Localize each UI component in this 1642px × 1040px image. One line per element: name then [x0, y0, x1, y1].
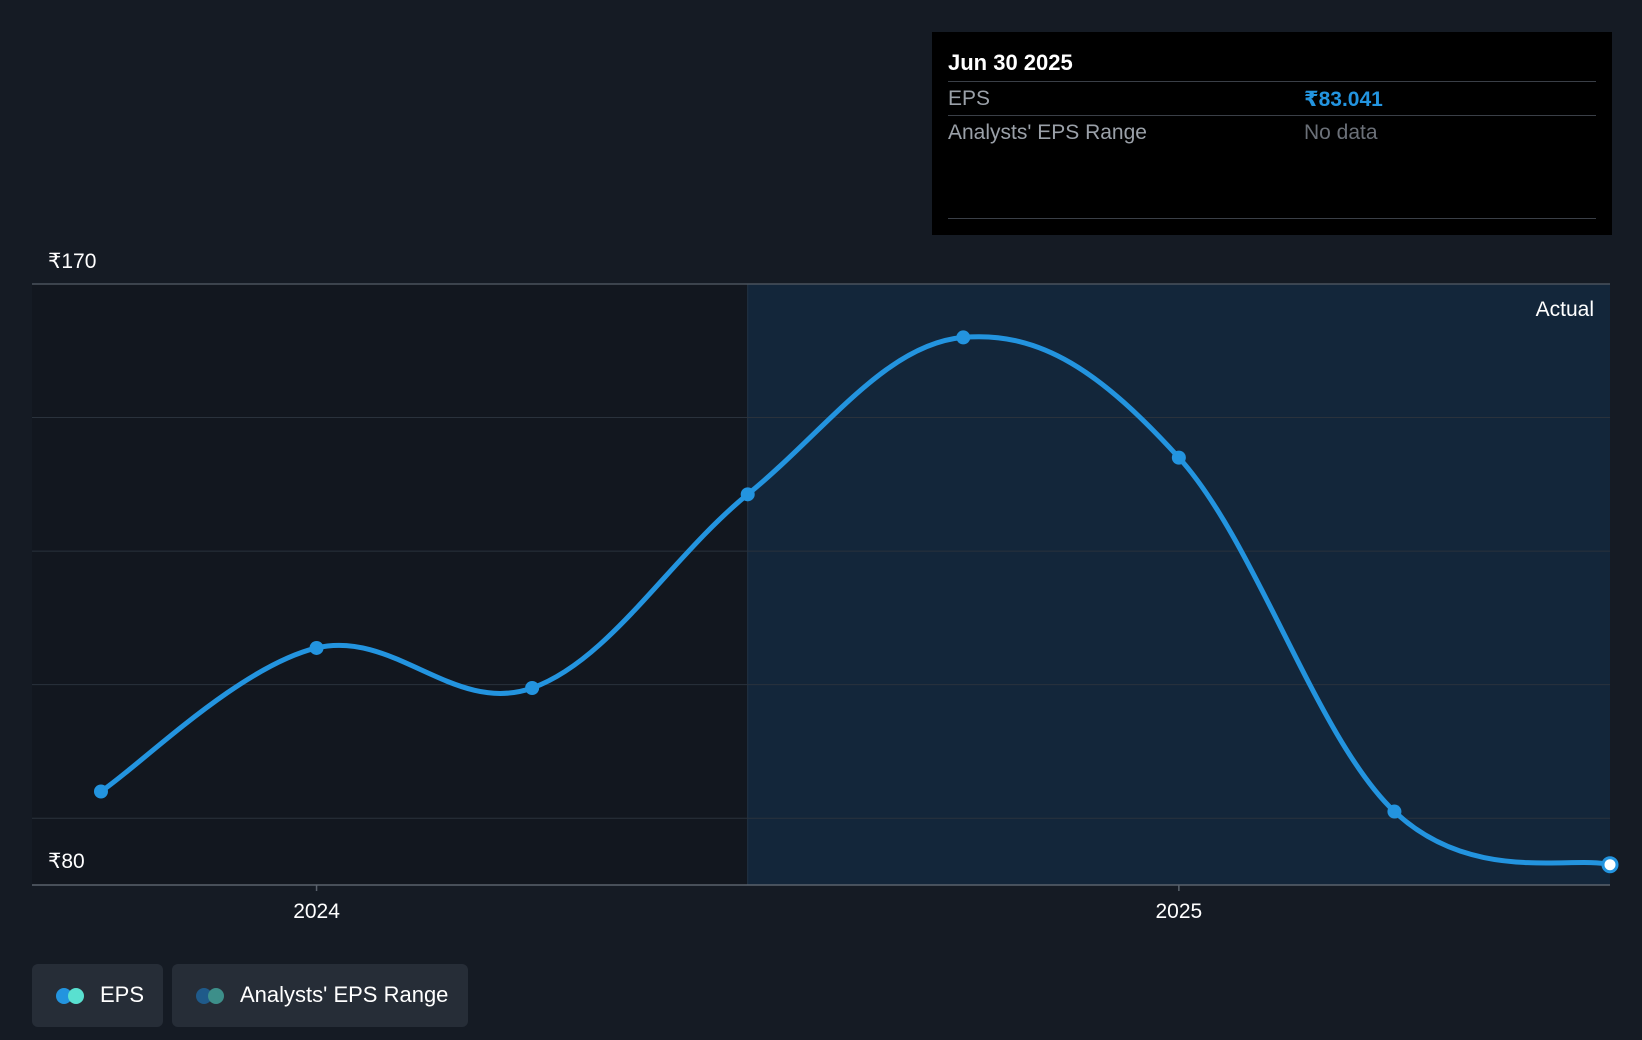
- y-tick-label-bottom: ₹80: [48, 850, 85, 873]
- tooltip-range-row: Analysts' EPS Range No data: [948, 115, 1596, 150]
- tooltip-date: Jun 30 2025: [948, 50, 1073, 75]
- legend-range-button[interactable]: Analysts' EPS Range: [172, 964, 468, 1027]
- history-region: [32, 284, 748, 885]
- x-tick-label: 2025: [1155, 900, 1202, 923]
- tooltip-range-value: No data: [1304, 121, 1378, 144]
- eps-data-point[interactable]: [1387, 804, 1402, 819]
- eps-legend-icon: [56, 986, 86, 1004]
- tooltip-divider: [948, 218, 1596, 219]
- legend-range-label: Analysts' EPS Range: [240, 982, 449, 1007]
- eps-data-point[interactable]: [1601, 856, 1619, 874]
- tooltip-eps-label: EPS: [948, 87, 991, 110]
- tooltip-eps-value: ₹83.041: [1304, 88, 1383, 111]
- x-tick-labels: 2024 2025: [293, 885, 1202, 923]
- eps-series-line: [98, 334, 1613, 868]
- actual-label: Actual: [1536, 298, 1594, 321]
- eps-data-point[interactable]: [93, 784, 108, 799]
- eps-series-points: [93, 330, 1619, 874]
- eps-data-point[interactable]: [1171, 450, 1186, 465]
- eps-data-point[interactable]: [740, 487, 755, 502]
- x-tick-label: 2024: [293, 900, 340, 923]
- y-tick-label-top: ₹170: [48, 250, 96, 273]
- eps-data-point[interactable]: [309, 640, 324, 655]
- eps-data-point[interactable]: [525, 681, 540, 696]
- range-legend-icon: [196, 986, 226, 1004]
- eps-data-point[interactable]: [956, 330, 971, 345]
- tooltip-range-label: Analysts' EPS Range: [948, 121, 1147, 144]
- gridlines: [32, 283, 1610, 819]
- actual-region: [747, 284, 1610, 885]
- tooltip-eps-row: EPS ₹83.041: [948, 81, 1596, 116]
- tooltip: Jun 30 2025 EPS ₹83.041 Analysts' EPS Ra…: [932, 32, 1612, 235]
- legend-eps-label: EPS: [100, 982, 145, 1007]
- legend-eps-button[interactable]: EPS: [32, 964, 163, 1027]
